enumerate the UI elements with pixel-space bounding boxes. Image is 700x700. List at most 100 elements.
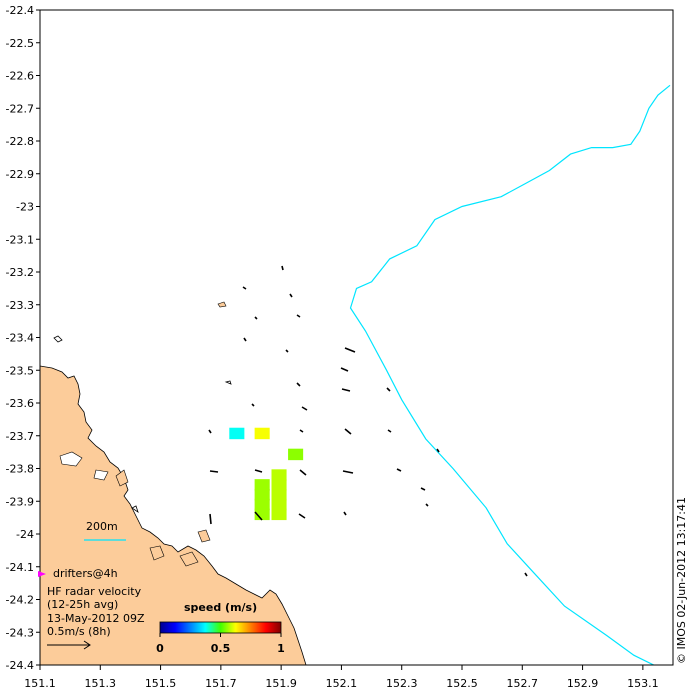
x-tick-label: 152.7	[507, 677, 539, 690]
velocity-arrow	[344, 347, 356, 353]
y-tick-label: -24.4	[6, 659, 34, 672]
x-tick-label: 152.9	[567, 677, 599, 690]
radar-cell	[271, 508, 287, 521]
island	[149, 545, 165, 561]
colorbar-tick-label: 1	[277, 642, 285, 655]
velocity-arrow	[209, 470, 219, 473]
island	[131, 505, 139, 513]
velocity-arrow	[420, 487, 426, 491]
velocity-arrow	[254, 316, 258, 320]
colorbar-gradient	[159, 621, 282, 634]
coastline-land	[40, 301, 307, 665]
y-tick-label: -23.6	[6, 397, 34, 410]
isobath-label: 200m	[86, 520, 118, 533]
velocity-arrow	[251, 403, 255, 407]
y-tick-label: -22.5	[6, 37, 34, 50]
colorbar-tick-label: 0	[156, 642, 164, 655]
island	[53, 335, 63, 343]
y-tick-label: -23.7	[6, 430, 34, 443]
island	[217, 301, 227, 308]
velocity-arrow	[281, 265, 284, 271]
x-tick-label: 151.5	[145, 677, 177, 690]
velocity-arrow	[301, 406, 308, 411]
velocity-arrows	[208, 265, 528, 577]
radar-cell	[229, 427, 245, 440]
scale-label: 0.5m/s (8h)	[47, 625, 111, 638]
x-tick-label: 152.3	[386, 677, 418, 690]
velocity-arrow	[209, 513, 212, 525]
mainland	[40, 365, 307, 665]
radar-cell	[254, 498, 270, 511]
isobath-line	[349, 84, 671, 665]
radar-cell	[271, 488, 287, 501]
y-tick-label: -22.7	[6, 102, 34, 115]
radar-cell	[271, 479, 287, 491]
y-tick-label: -23.9	[6, 495, 34, 508]
island	[197, 529, 211, 543]
radar-cell	[254, 488, 270, 501]
y-tick-label: -23.3	[6, 299, 34, 312]
y-tick-label: -22.4	[6, 4, 34, 17]
radar-cell	[288, 448, 304, 461]
isobath-legend: 200m	[84, 520, 126, 541]
island	[59, 451, 83, 467]
colorbar-tick-label: 0.5	[211, 642, 231, 655]
radar-title: HF radar velocity	[47, 585, 142, 598]
velocity-arrow	[243, 337, 247, 342]
x-tick-label: 152.5	[446, 677, 478, 690]
island	[224, 380, 232, 385]
x-tick-label: 151.9	[265, 677, 297, 690]
colorbar: speed (m/s) 0 0.5 1	[156, 601, 285, 655]
y-tick-label: -22.9	[6, 168, 34, 181]
x-tick-label: 153.1	[627, 677, 659, 690]
y-tick-label: -24.2	[6, 594, 34, 607]
y-tick-label: -22.8	[6, 135, 34, 148]
velocity-arrow	[436, 448, 440, 453]
y-tick-label: -23	[16, 201, 34, 214]
colorbar-title: speed (m/s)	[184, 601, 257, 614]
velocity-arrow	[299, 469, 307, 476]
drifter-icon	[38, 571, 46, 577]
radar-avg: (12-25h avg)	[47, 598, 118, 611]
velocity-arrow	[386, 387, 391, 392]
velocity-arrow	[254, 511, 263, 521]
velocity-arrow	[396, 468, 402, 472]
island	[179, 551, 199, 567]
velocity-arrow	[524, 572, 528, 577]
x-tick-label: 151.3	[85, 677, 117, 690]
radar-cell	[271, 498, 287, 511]
radar-cell	[254, 479, 270, 491]
velocity-arrow	[242, 286, 247, 290]
velocity-arrow	[344, 428, 352, 435]
radar-cell	[271, 469, 287, 481]
velocity-arrow	[296, 382, 301, 387]
island	[115, 469, 129, 487]
velocity-arrow	[254, 469, 263, 473]
y-tick-label: -24.3	[6, 626, 34, 639]
drifters-label: drifters@4h	[53, 567, 118, 580]
velocity-arrow	[340, 367, 349, 372]
velocity-arrow	[341, 388, 351, 392]
y-tick-label: -23.4	[6, 332, 34, 345]
y-axis: -22.4 -22.5 -22.6 -22.7 -22.8 -22.9 -23 -23.1 -2…	[6, 4, 40, 672]
y-tick-label: -22.6	[6, 70, 34, 83]
radar-cell	[254, 427, 270, 440]
x-tick-label: 151.1	[24, 677, 56, 690]
velocity-arrow	[289, 293, 293, 298]
velocity-arrow	[298, 513, 306, 519]
radar-cell	[254, 508, 270, 521]
hf-radar-cells	[229, 427, 304, 521]
timestamp: 13-May-2012 09Z	[47, 612, 145, 625]
velocity-arrow	[285, 349, 289, 353]
x-tick-label: 152.1	[326, 677, 358, 690]
y-tick-label: -23.8	[6, 463, 34, 476]
velocity-arrow	[208, 429, 212, 434]
isobath-200m	[349, 84, 671, 665]
velocity-arrow	[343, 511, 347, 516]
y-tick-label: -23.5	[6, 364, 34, 377]
velocity-arrow	[425, 503, 429, 507]
y-tick-label: -23.2	[6, 266, 34, 279]
x-axis: 151.1 151.3 151.5 151.7 151.9 152.1 152.3 152.5…	[24, 665, 659, 690]
scale-arrow-icon	[47, 640, 91, 650]
x-tick-label: 151.7	[205, 677, 237, 690]
